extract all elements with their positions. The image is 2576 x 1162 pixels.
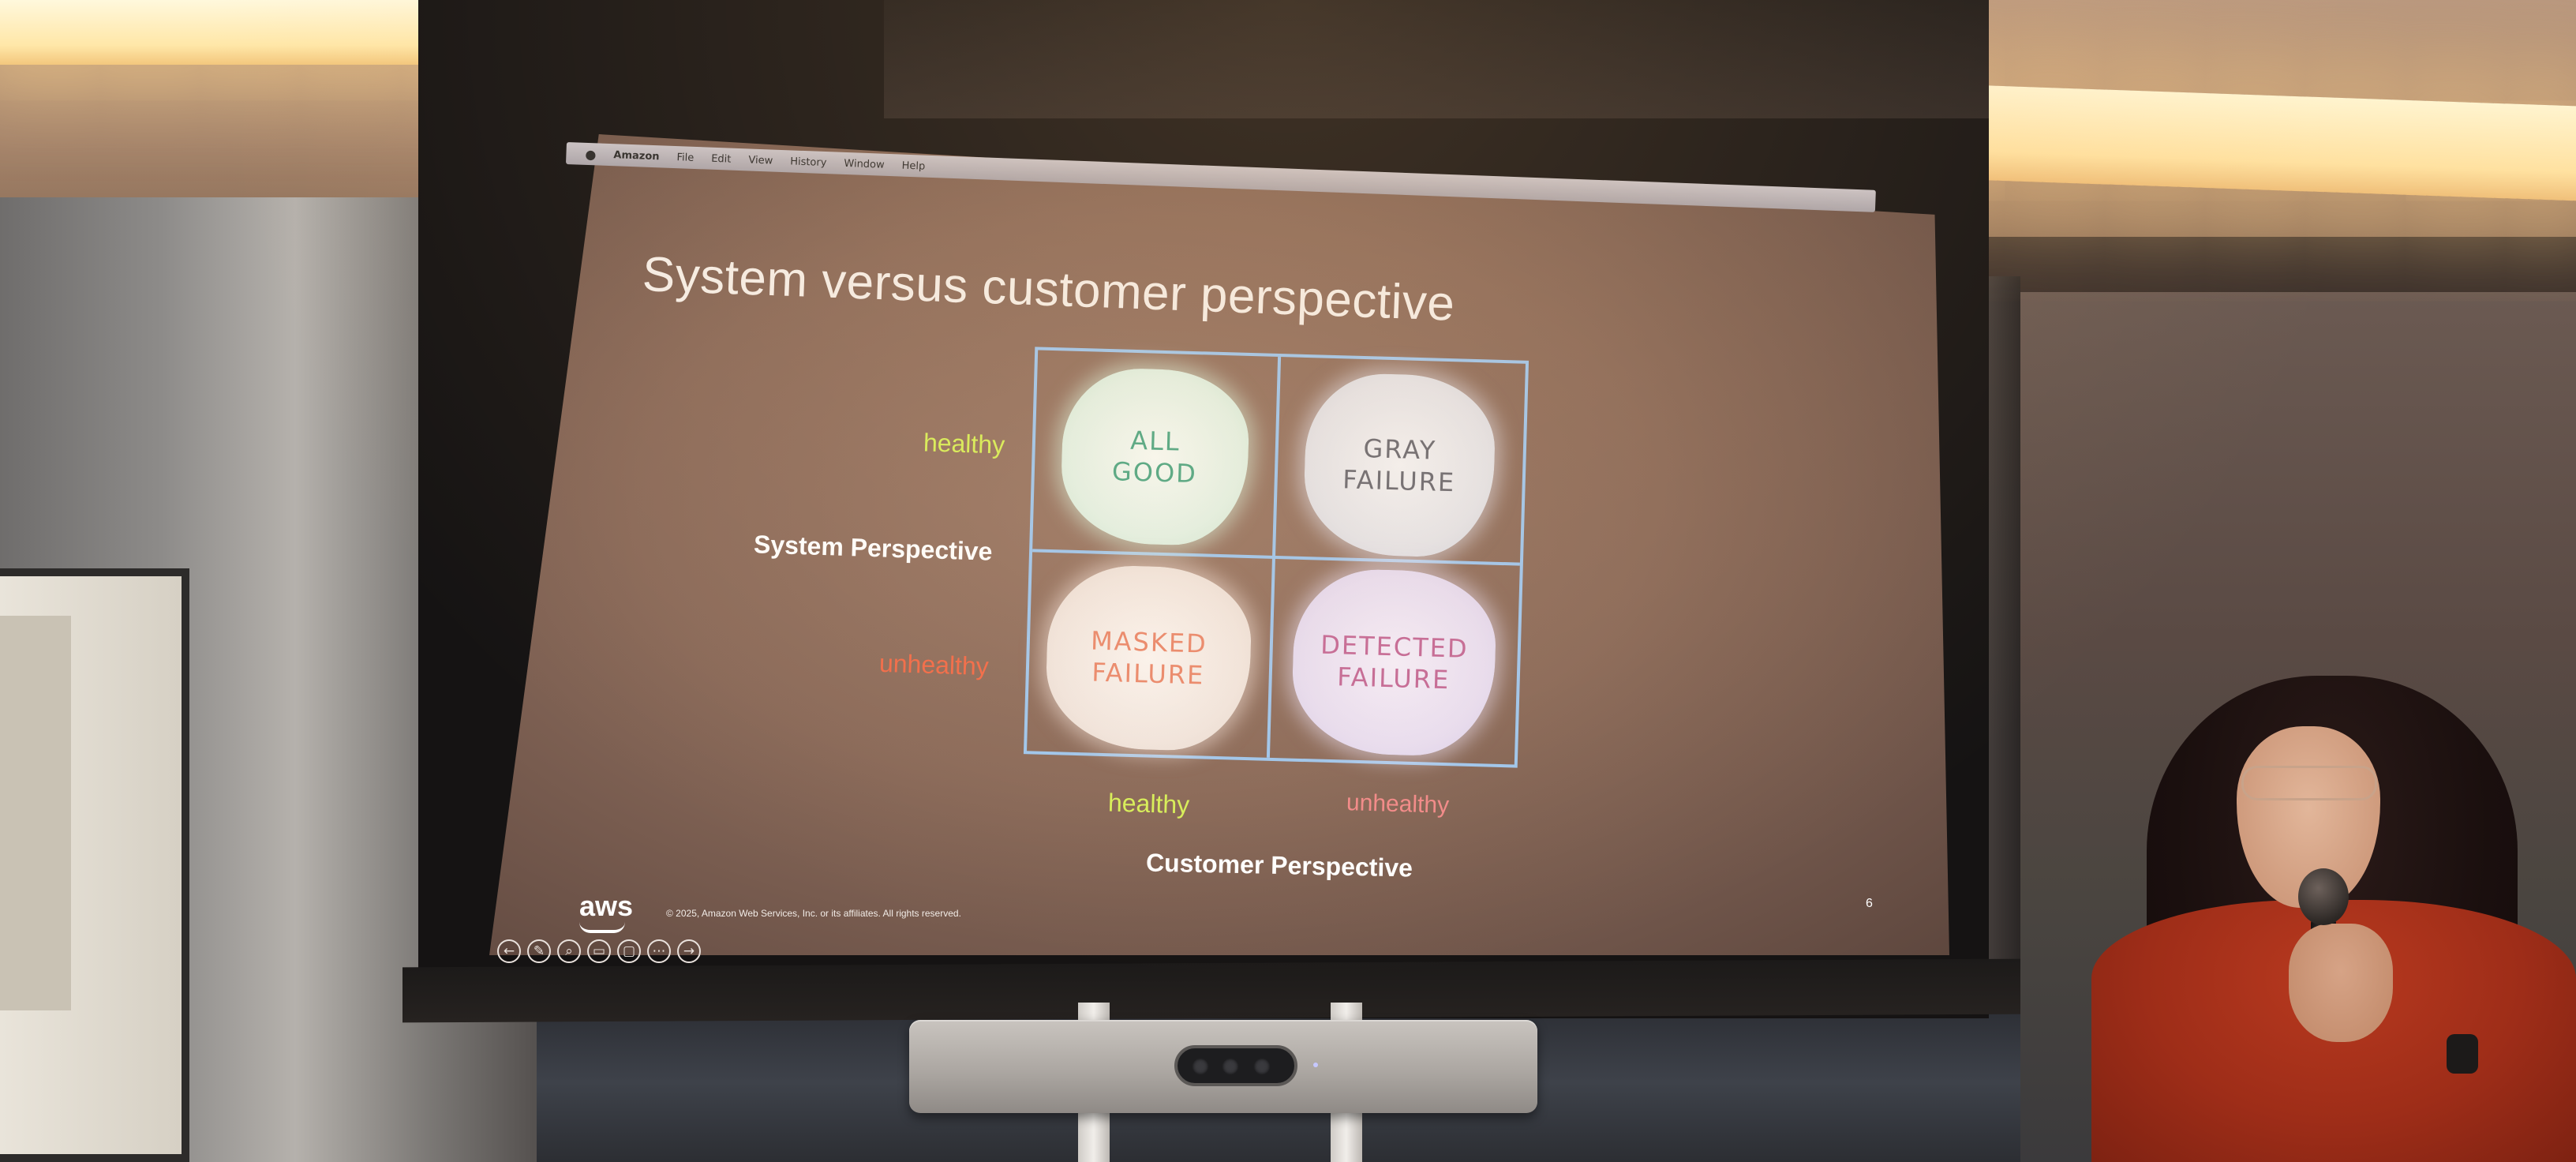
projected-slide bbox=[489, 134, 1949, 955]
customer-unhealthy-label: unhealthy bbox=[1346, 789, 1450, 819]
aws-logo: aws bbox=[579, 892, 633, 933]
wrist-watch bbox=[2447, 1034, 2478, 1074]
quadrant-masked-failure: MASKED FAILURE bbox=[1044, 563, 1253, 753]
camera-lens-dot bbox=[1253, 1058, 1271, 1075]
whiteboard-paper bbox=[0, 616, 71, 1010]
zoom-icon[interactable]: ⌕ bbox=[557, 939, 581, 963]
quadrant-gray-failure-line1: GRAY bbox=[1363, 433, 1437, 466]
matrix-horizontal-divider bbox=[1032, 549, 1520, 566]
menu-app-name[interactable]: Amazon bbox=[613, 148, 660, 163]
menu-file[interactable]: File bbox=[676, 151, 695, 164]
presenter-toolbar: ← ✎ ⌕ ▭ ▢ ⋯ → bbox=[497, 939, 701, 963]
more-icon[interactable]: ⋯ bbox=[647, 939, 671, 963]
subtitles-icon[interactable]: ▭ bbox=[587, 939, 611, 963]
quadrant-all-good-line2: GOOD bbox=[1111, 456, 1198, 489]
presenter-glasses bbox=[2241, 766, 2377, 800]
aws-smile-icon bbox=[579, 922, 625, 933]
quadrant-detected-failure: DETECTED FAILURE bbox=[1290, 567, 1498, 758]
quadrant-masked-failure-line2: FAILURE bbox=[1091, 657, 1205, 691]
quadrant-detected-failure-line2: FAILURE bbox=[1336, 662, 1451, 695]
customer-healthy-label: healthy bbox=[1107, 788, 1190, 819]
camera-lens-icon bbox=[1174, 1045, 1297, 1086]
pen-icon[interactable]: ✎ bbox=[527, 939, 551, 963]
menu-view[interactable]: View bbox=[748, 153, 773, 167]
camera-lens-dot bbox=[1192, 1058, 1209, 1075]
quadrant-gray-failure-line2: FAILURE bbox=[1342, 464, 1456, 498]
menu-history[interactable]: History bbox=[789, 155, 827, 169]
quadrant-gray-failure: GRAY FAILURE bbox=[1302, 372, 1497, 559]
quadrant-all-good-line1: ALL bbox=[1129, 425, 1181, 457]
slides-icon[interactable]: ▢ bbox=[617, 939, 641, 963]
slide-page-number: 6 bbox=[1866, 897, 1873, 910]
quadrant-masked-failure-line1: MASKED bbox=[1090, 625, 1208, 659]
presenter-hand bbox=[2289, 924, 2393, 1042]
quadrant-detected-failure-line1: DETECTED bbox=[1320, 629, 1470, 664]
menu-help[interactable]: Help bbox=[901, 159, 926, 173]
system-unhealthy-label: unhealthy bbox=[878, 648, 990, 681]
perspective-matrix: ALL GOOD GRAY FAILURE MASKED FAILURE DET… bbox=[1023, 347, 1530, 768]
menu-edit[interactable]: Edit bbox=[710, 152, 732, 166]
camera-status-led bbox=[1313, 1063, 1318, 1067]
copyright-notice: © 2025, Amazon Web Services, Inc. or its… bbox=[666, 908, 961, 919]
screen-bottom-bar bbox=[402, 958, 2020, 1023]
customer-perspective-label: Customer Perspective bbox=[1145, 848, 1413, 883]
quadrant-all-good: ALL GOOD bbox=[1059, 366, 1251, 547]
aws-logo-text: aws bbox=[579, 890, 634, 922]
projector-housing bbox=[884, 0, 1989, 118]
camera-lens-dot bbox=[1222, 1058, 1239, 1075]
system-healthy-label: healthy bbox=[923, 428, 1005, 459]
microphone-icon bbox=[2298, 868, 2349, 925]
forward-arrow-icon[interactable]: → bbox=[677, 939, 701, 963]
menu-window[interactable]: Window bbox=[844, 157, 885, 171]
apple-icon[interactable]: ● bbox=[585, 146, 597, 162]
back-arrow-icon[interactable]: ← bbox=[497, 939, 521, 963]
